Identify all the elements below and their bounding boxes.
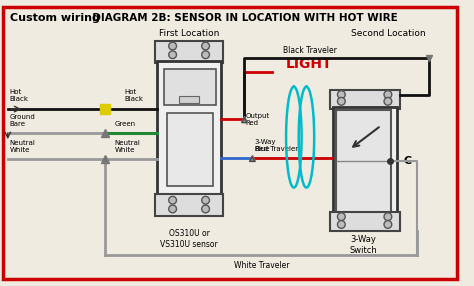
FancyBboxPatch shape <box>330 212 400 231</box>
Circle shape <box>202 205 210 213</box>
Circle shape <box>337 98 345 105</box>
FancyBboxPatch shape <box>164 69 216 105</box>
FancyBboxPatch shape <box>330 90 400 109</box>
Circle shape <box>384 98 392 105</box>
Text: Green: Green <box>114 122 136 128</box>
Text: LIGHT: LIGHT <box>286 57 333 72</box>
Text: OS310U or
VS310U sensor: OS310U or VS310U sensor <box>160 229 218 249</box>
Circle shape <box>384 91 392 98</box>
Circle shape <box>169 42 176 50</box>
Text: First Location: First Location <box>159 29 219 38</box>
Text: White Traveler: White Traveler <box>234 261 290 270</box>
FancyBboxPatch shape <box>3 7 457 279</box>
Text: Red Traveler: Red Traveler <box>255 146 298 152</box>
FancyBboxPatch shape <box>179 96 199 103</box>
Text: 3-Way
Switch: 3-Way Switch <box>350 235 377 255</box>
Text: Second Location: Second Location <box>351 29 425 38</box>
Circle shape <box>202 42 210 50</box>
FancyBboxPatch shape <box>167 113 213 186</box>
FancyBboxPatch shape <box>157 61 221 196</box>
Circle shape <box>384 221 392 228</box>
Circle shape <box>202 51 210 59</box>
Text: Neutral
White: Neutral White <box>9 140 36 153</box>
Circle shape <box>202 196 210 204</box>
Text: Output
Red: Output Red <box>246 113 270 126</box>
Circle shape <box>337 221 345 228</box>
Text: DIAGRAM 2B: SENSOR IN LOCATION WITH HOT WIRE: DIAGRAM 2B: SENSOR IN LOCATION WITH HOT … <box>85 13 398 23</box>
Circle shape <box>384 213 392 221</box>
Polygon shape <box>250 156 255 161</box>
FancyBboxPatch shape <box>337 110 391 214</box>
Polygon shape <box>242 118 247 123</box>
Text: 3-Way
Blue: 3-Way Blue <box>254 139 275 152</box>
Text: Ground
Bare: Ground Bare <box>9 114 36 128</box>
Text: Neutral
White: Neutral White <box>114 140 140 153</box>
Circle shape <box>169 51 176 59</box>
FancyBboxPatch shape <box>333 107 397 214</box>
Text: Hot
Black: Hot Black <box>124 89 143 102</box>
Text: Custom wiring: Custom wiring <box>9 13 100 23</box>
Circle shape <box>337 91 345 98</box>
FancyBboxPatch shape <box>155 194 223 216</box>
FancyBboxPatch shape <box>155 41 223 63</box>
Text: Hot
Black: Hot Black <box>9 89 29 102</box>
Circle shape <box>169 205 176 213</box>
Text: Black Traveler: Black Traveler <box>283 46 337 55</box>
Circle shape <box>337 213 345 221</box>
Text: C: C <box>403 156 411 166</box>
Circle shape <box>169 196 176 204</box>
